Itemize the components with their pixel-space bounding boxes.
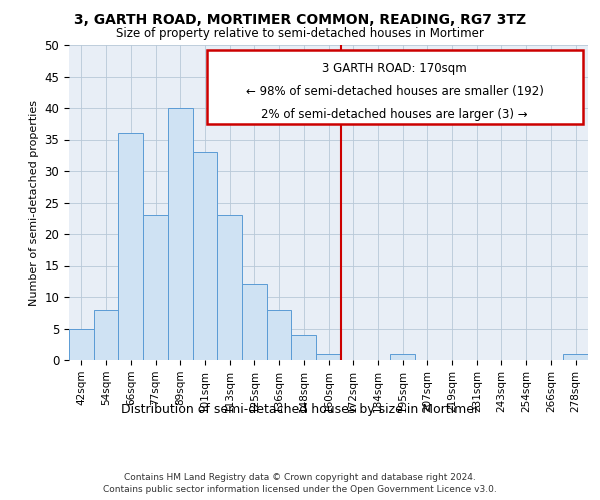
Bar	[390, 354, 415, 360]
Text: 2% of semi-detached houses are larger (3) →: 2% of semi-detached houses are larger (3…	[262, 108, 528, 120]
Bar	[143, 215, 168, 360]
Text: 3 GARTH ROAD: 170sqm: 3 GARTH ROAD: 170sqm	[322, 62, 467, 76]
Bar	[118, 133, 143, 360]
Bar	[217, 215, 242, 360]
Bar	[563, 354, 588, 360]
Bar	[168, 108, 193, 360]
Bar	[316, 354, 341, 360]
Text: Contains HM Land Registry data © Crown copyright and database right 2024.: Contains HM Land Registry data © Crown c…	[124, 472, 476, 482]
Bar	[292, 335, 316, 360]
Text: Distribution of semi-detached houses by size in Mortimer: Distribution of semi-detached houses by …	[121, 402, 479, 415]
Bar	[94, 310, 118, 360]
Bar	[267, 310, 292, 360]
Text: ← 98% of semi-detached houses are smaller (192): ← 98% of semi-detached houses are smalle…	[246, 85, 544, 98]
FancyBboxPatch shape	[206, 50, 583, 124]
Bar	[193, 152, 217, 360]
Text: Size of property relative to semi-detached houses in Mortimer: Size of property relative to semi-detach…	[116, 28, 484, 40]
Bar	[69, 328, 94, 360]
Bar	[242, 284, 267, 360]
Text: 3, GARTH ROAD, MORTIMER COMMON, READING, RG7 3TZ: 3, GARTH ROAD, MORTIMER COMMON, READING,…	[74, 12, 526, 26]
Text: Contains public sector information licensed under the Open Government Licence v3: Contains public sector information licen…	[103, 485, 497, 494]
Y-axis label: Number of semi-detached properties: Number of semi-detached properties	[29, 100, 39, 306]
